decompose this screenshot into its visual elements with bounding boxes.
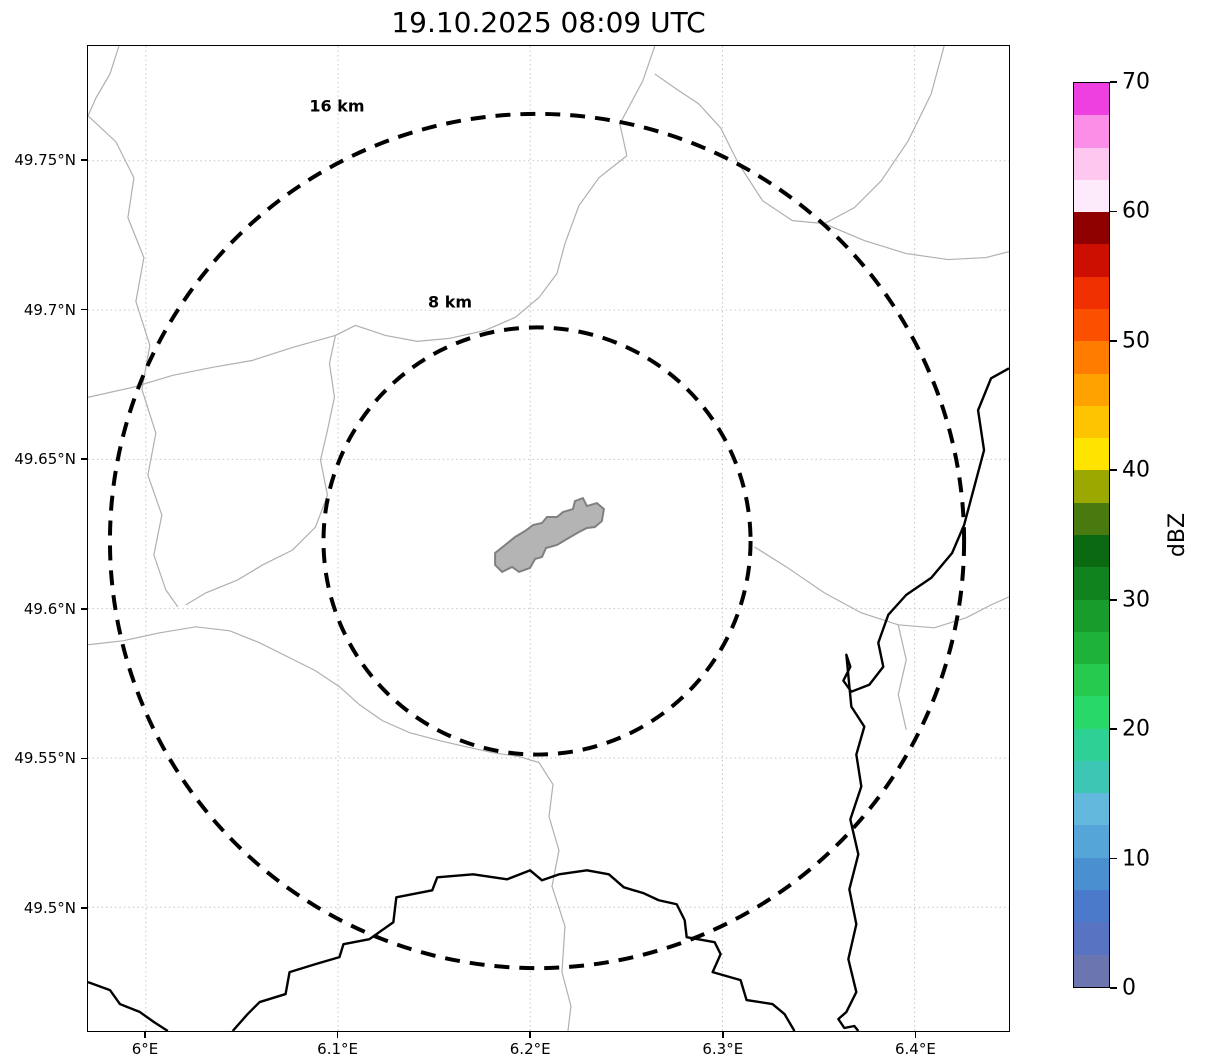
boundary-line-southwest bbox=[88, 626, 520, 758]
colorbar-band bbox=[1074, 825, 1109, 858]
colorbar-tick-mark bbox=[1110, 81, 1117, 83]
ring-label-16km: 16 km bbox=[309, 96, 365, 116]
admin-boundary-lines bbox=[88, 46, 1009, 1031]
colorbar-band bbox=[1074, 244, 1109, 277]
y-tick-label: 49.7°N bbox=[23, 300, 76, 319]
colorbar-tick-label: 60 bbox=[1122, 198, 1150, 224]
y-tick-label: 49.65°N bbox=[14, 450, 76, 469]
boundary-line-northwest bbox=[88, 46, 179, 608]
colorbar-band bbox=[1074, 341, 1109, 374]
colorbar-band bbox=[1074, 373, 1109, 406]
colorbar-tick-mark bbox=[1110, 469, 1117, 472]
city-boundary-polygon bbox=[494, 496, 605, 574]
x-tick-mark bbox=[144, 1032, 146, 1038]
colorbar-tick-label: 20 bbox=[1122, 716, 1150, 742]
colorbar-tick-mark bbox=[1110, 340, 1117, 342]
colorbar-band bbox=[1074, 760, 1109, 794]
y-tick-label: 49.55°N bbox=[14, 749, 76, 768]
ring-label-8km: 8 km bbox=[427, 292, 473, 312]
colorbar-tick-mark bbox=[1110, 598, 1117, 601]
x-tick-label: 6.1°E bbox=[317, 1040, 359, 1058]
x-tick-mark bbox=[529, 1032, 531, 1038]
colorbar-band bbox=[1074, 308, 1109, 342]
colorbar-band bbox=[1074, 438, 1109, 471]
colorbar-band bbox=[1074, 954, 1109, 987]
x-tick-mark bbox=[722, 1032, 724, 1038]
colorbar-band bbox=[1074, 147, 1109, 180]
boundary-line-northeast-branch bbox=[824, 223, 1009, 261]
boundary-line-south-central bbox=[518, 755, 572, 1031]
y-tick-mark bbox=[81, 458, 87, 460]
colorbar-tick-label: 70 bbox=[1122, 69, 1150, 95]
y-tick-mark bbox=[81, 907, 87, 909]
colorbar-band bbox=[1074, 212, 1109, 245]
colorbar-band bbox=[1074, 922, 1109, 955]
colorbar-band bbox=[1074, 276, 1109, 309]
y-tick-mark bbox=[81, 608, 87, 610]
colorbar-tick-mark bbox=[1110, 728, 1117, 730]
boundary-line-west-branch bbox=[88, 334, 336, 398]
colorbar-band bbox=[1074, 534, 1109, 568]
colorbar-tick-mark bbox=[1110, 857, 1117, 860]
x-tick-label: 6.2°E bbox=[509, 1040, 551, 1058]
country-border-line bbox=[231, 869, 796, 1031]
colorbar-band bbox=[1074, 664, 1109, 697]
colorbar-tick-label: 50 bbox=[1122, 328, 1150, 354]
x-tick-label: 6.3°E bbox=[702, 1040, 744, 1058]
x-tick-mark bbox=[914, 1032, 917, 1038]
river-line bbox=[837, 367, 1009, 1031]
y-tick-mark bbox=[81, 757, 87, 760]
country-border-and-river bbox=[88, 367, 1009, 1031]
range-ring-8km bbox=[321, 325, 753, 757]
colorbar-band bbox=[1074, 115, 1109, 148]
boundary-line-northeast bbox=[654, 46, 945, 225]
colorbar-band bbox=[1074, 405, 1109, 439]
y-tick-label: 49.6°N bbox=[23, 599, 76, 618]
colorbar-band bbox=[1074, 696, 1109, 729]
boundary-line-east bbox=[754, 546, 1009, 629]
colorbar-band bbox=[1074, 631, 1109, 665]
colorbar-band bbox=[1074, 83, 1109, 116]
y-tick-label: 49.5°N bbox=[23, 899, 76, 917]
colorbar-tick-label: 0 bbox=[1122, 975, 1136, 1001]
x-tick-label: 6.4°E bbox=[894, 1040, 936, 1058]
colorbar-band bbox=[1074, 502, 1109, 535]
x-tick-label: 6°E bbox=[131, 1040, 159, 1058]
y-tick-mark bbox=[81, 159, 87, 161]
boundary-line-central bbox=[185, 46, 656, 606]
colorbar-tick-label: 40 bbox=[1122, 457, 1150, 483]
grid-lines bbox=[88, 46, 1009, 1031]
figure-title: 19.10.2025 08:09 UTC bbox=[391, 6, 706, 39]
colorbar-tick-label: 30 bbox=[1122, 587, 1150, 613]
colorbar-tick-label: 10 bbox=[1122, 846, 1150, 872]
colorbar-band bbox=[1074, 179, 1109, 213]
y-tick-mark bbox=[81, 308, 87, 311]
colorbar-band bbox=[1074, 599, 1109, 632]
colorbar-band bbox=[1074, 857, 1109, 891]
map-plot-area bbox=[87, 45, 1010, 1032]
colorbar-tick-mark bbox=[1110, 210, 1117, 213]
country-border-segment-left bbox=[88, 980, 169, 1031]
colorbar-band bbox=[1074, 728, 1109, 761]
colorbar-band bbox=[1074, 470, 1109, 503]
range-ring-16km bbox=[107, 111, 967, 971]
colorbar-band bbox=[1074, 567, 1109, 600]
colorbar bbox=[1073, 82, 1110, 988]
map-canvas bbox=[88, 46, 1009, 1031]
colorbar-axis-label: dBZ bbox=[1164, 512, 1190, 558]
colorbar-band bbox=[1074, 793, 1109, 826]
x-tick-mark bbox=[336, 1032, 339, 1038]
colorbar-tick-mark bbox=[1110, 987, 1117, 989]
y-tick-label: 49.75°N bbox=[14, 151, 76, 169]
colorbar-band bbox=[1074, 890, 1109, 923]
boundary-line-east-branch bbox=[897, 624, 907, 730]
